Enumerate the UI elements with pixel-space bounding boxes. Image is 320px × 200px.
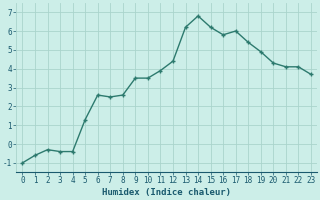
X-axis label: Humidex (Indice chaleur): Humidex (Indice chaleur) [102,188,231,197]
